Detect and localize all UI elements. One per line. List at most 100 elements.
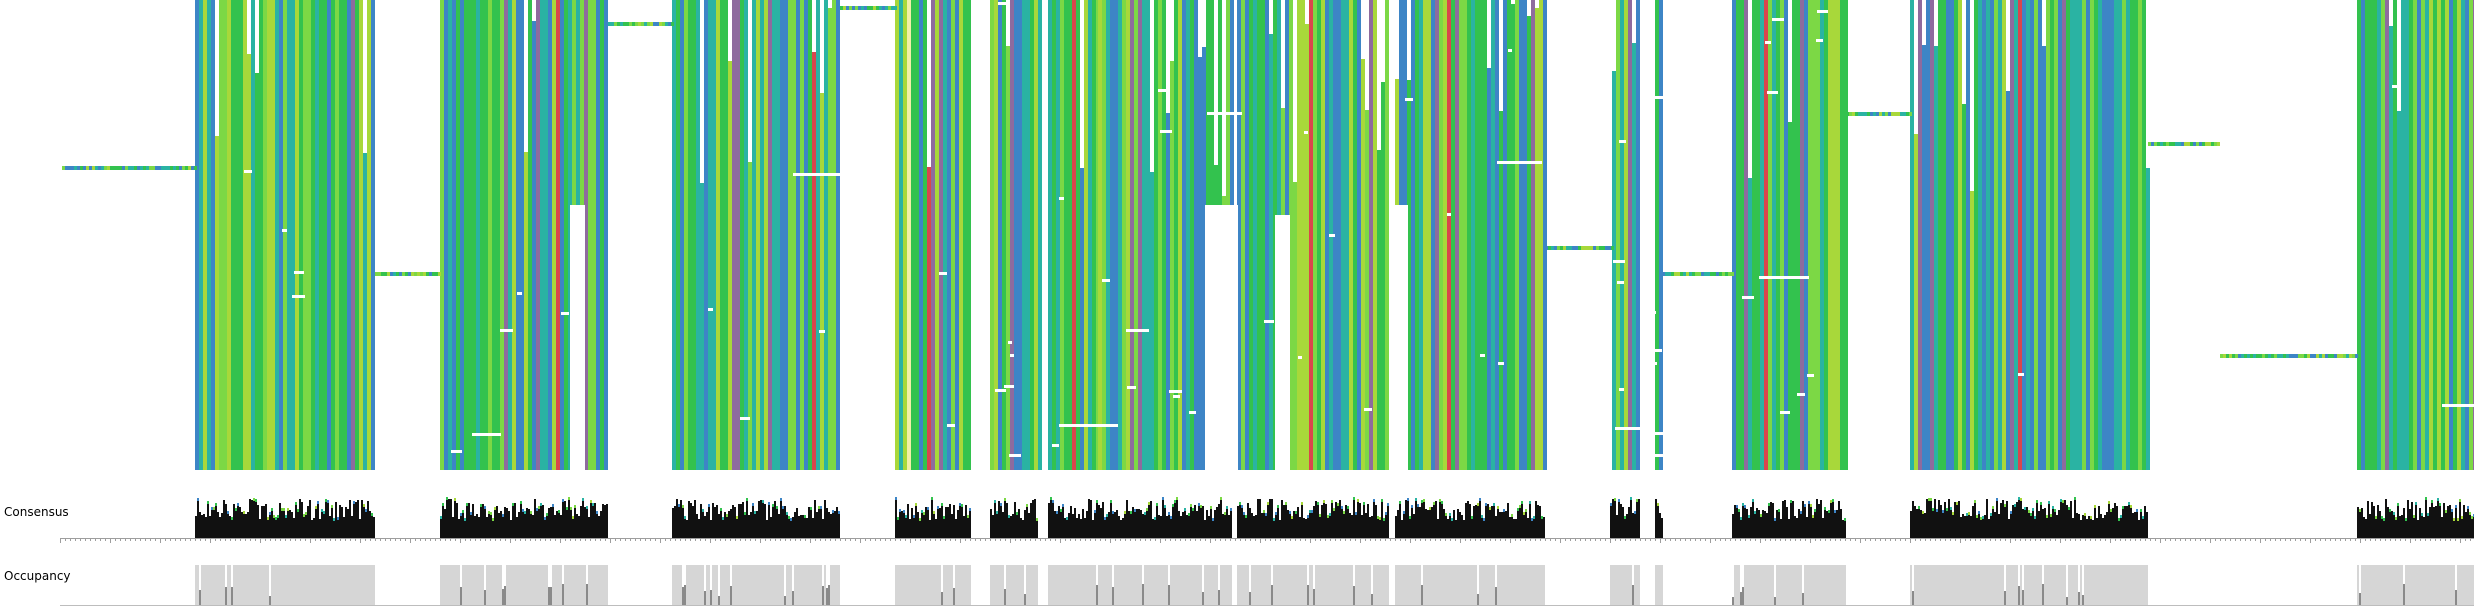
alignment-column	[724, 0, 728, 470]
consensus-residue	[466, 503, 468, 506]
occupancy-bar	[1655, 565, 1657, 605]
occupancy-bar	[562, 584, 564, 605]
consensus-residue	[2032, 508, 2034, 511]
occupancy-bar	[209, 565, 211, 605]
consensus-bar	[1116, 510, 1118, 538]
consensus-residue	[1942, 510, 1944, 513]
occupancy-bar	[766, 565, 768, 605]
consensus-bar	[1192, 510, 1194, 538]
ruler-tick	[425, 538, 426, 541]
occupancy-bar	[1501, 565, 1503, 605]
occupancy-bar	[1301, 565, 1303, 605]
gap-segment	[1405, 98, 1413, 101]
occupancy-bar	[321, 565, 323, 605]
consensus-residue	[1808, 501, 1810, 504]
alignment-column	[1297, 0, 1301, 470]
sequence-residue	[101, 166, 104, 170]
consensus-bar	[690, 503, 692, 538]
consensus-bar	[2455, 507, 2457, 538]
sequence-residue	[1665, 272, 1668, 276]
alignment-column	[2461, 0, 2465, 470]
sequence-residue	[653, 22, 656, 26]
consensus-residue	[1273, 518, 1275, 521]
consensus-residue	[762, 500, 764, 503]
consensus-bar	[2080, 520, 2082, 538]
consensus-bar	[498, 513, 500, 538]
alignment-column	[2082, 0, 2086, 470]
occupancy-bar	[2034, 565, 2036, 605]
alignment-column	[895, 0, 899, 470]
consensus-residue	[1485, 503, 1487, 506]
ruler-tick	[2355, 538, 2356, 541]
consensus-bar	[1459, 512, 1461, 538]
ruler-tick	[1200, 538, 1201, 541]
occupancy-bar	[1988, 565, 1990, 605]
consensus-bar	[826, 508, 828, 538]
ruler-tick	[215, 538, 216, 541]
ruler-tick	[2000, 538, 2001, 541]
ruler-tick	[750, 538, 751, 541]
alignment-column	[283, 0, 287, 470]
consensus-bar	[522, 511, 524, 538]
occupancy-bar	[2104, 565, 2106, 605]
alignment-column	[1110, 0, 1114, 470]
alignment-column	[832, 0, 836, 470]
occupancy-bar	[271, 565, 273, 605]
alignment-column	[1616, 0, 1620, 470]
ruler-tick	[1180, 538, 1181, 541]
consensus-bar	[1030, 503, 1032, 538]
consensus-bar	[1349, 513, 1351, 538]
occupancy-bar	[546, 565, 548, 605]
occupancy-bar	[251, 565, 253, 605]
occupancy-bar	[758, 565, 760, 605]
occupancy-bar	[1257, 565, 1259, 605]
occupancy-bar	[1164, 565, 1166, 605]
sequence-residue	[164, 166, 167, 170]
consensus-bar	[2419, 508, 2421, 538]
consensus-bar	[1946, 510, 1948, 538]
ruler-tick	[345, 538, 346, 541]
sequence-residue	[2334, 354, 2337, 358]
alignment-column	[2385, 0, 2389, 470]
consensus-residue	[572, 516, 574, 519]
ruler-tick	[1265, 538, 1266, 541]
gap-segment	[2018, 373, 2024, 376]
consensus-bar	[1048, 503, 1050, 538]
ruler-tick	[715, 538, 716, 541]
sequence-residue	[1575, 246, 1578, 250]
consensus-residue	[927, 507, 929, 510]
alignment-column	[911, 0, 915, 470]
consensus-residue	[2425, 497, 2427, 500]
consensus-bar	[1385, 514, 1387, 538]
consensus-residue	[540, 503, 542, 506]
consensus-residue	[1050, 497, 1052, 500]
consensus-bar	[1756, 508, 1758, 538]
consensus-bar	[1984, 515, 1986, 538]
alignment-column	[2014, 0, 2018, 470]
consensus-residue	[524, 511, 526, 514]
consensus-bar	[2004, 506, 2006, 538]
sequence-residue	[1611, 246, 1614, 250]
sequence-residue	[656, 22, 659, 26]
occupancy-bar	[1208, 565, 1210, 605]
alignment-matrix[interactable]	[0, 0, 2474, 470]
consensus-residue	[1828, 510, 1830, 513]
consensus-residue	[1220, 497, 1222, 500]
consensus-bar	[790, 520, 792, 538]
consensus-bar	[560, 515, 562, 538]
occupancy-bar	[1818, 565, 1820, 605]
ruler-tick	[1900, 538, 1901, 541]
consensus-bar	[1622, 507, 1624, 538]
consensus-bar	[2028, 512, 2030, 538]
gap-segment	[1654, 96, 1721, 99]
ruler-tick	[870, 538, 871, 541]
sequence-residue	[62, 166, 65, 170]
alignment-column	[1539, 0, 1543, 470]
sequence-residue	[2340, 354, 2343, 358]
ruler-tick	[205, 538, 206, 541]
ruler-tick	[1565, 538, 1566, 541]
consensus-residue	[2136, 509, 2138, 512]
ruler-tick	[675, 538, 676, 541]
consensus-residue	[2467, 506, 2469, 509]
consensus-bar	[347, 509, 349, 538]
